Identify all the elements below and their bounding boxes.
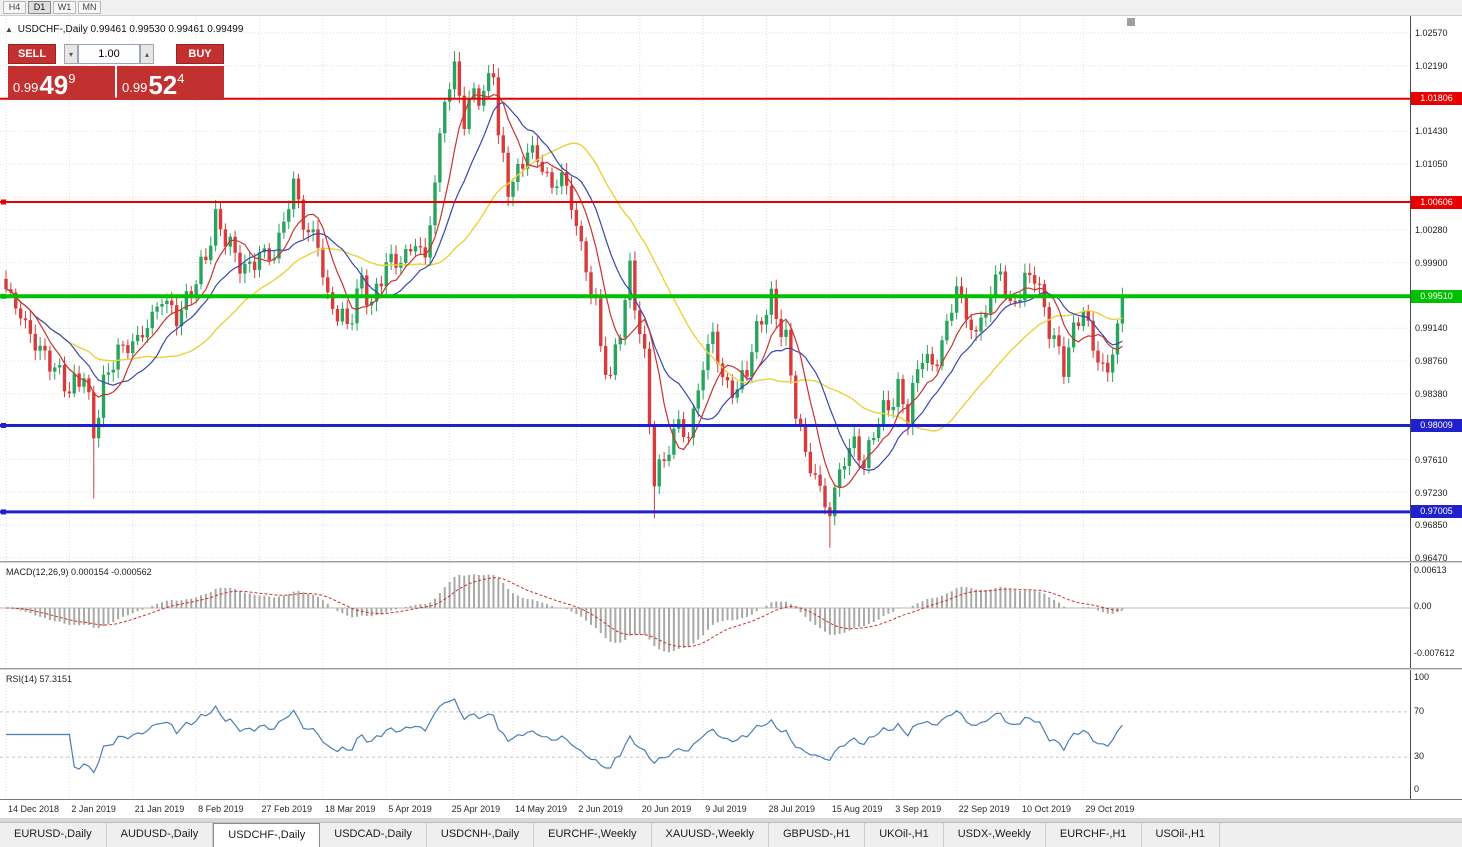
timeframe-button-h4[interactable]: H4 [3,1,26,14]
price-axis-label: 1.01430 [1415,126,1448,136]
sell-price-display[interactable]: 0.99 49 9 [8,66,115,100]
date-axis-label: 22 Sep 2019 [958,804,1010,814]
price-axis-label: 0.96850 [1415,520,1448,530]
timeframe-button-mn[interactable]: MN [78,1,101,14]
price-level-badge-resistance-2: 1.00606 [1411,196,1462,209]
macd-label: MACD(12,26,9) 0.000154 -0.000562 [6,567,152,577]
timeframe-button-w1[interactable]: W1 [53,1,76,14]
date-axis-label: 14 May 2019 [515,804,568,814]
panel-separator[interactable] [0,668,1462,670]
chart-shift-marker-icon [1127,18,1135,26]
price-axis[interactable]: 1.02570 1.02190 1.01430 1.01050 1.00280 0.999… [1410,16,1462,818]
date-axis-label: 27 Feb 2019 [261,804,313,814]
collapse-arrow-icon[interactable]: ▲ [5,25,13,34]
date-axis-label: 10 Oct 2019 [1022,804,1072,814]
chart-tab-ukoil-h1[interactable]: UKOil-,H1 [865,823,944,847]
volume-decrease-button[interactable]: ▾ [64,44,78,64]
price-chart[interactable] [0,16,1410,561]
macd-axis-min: -0.007612 [1414,648,1455,658]
date-axis-label: 29 Oct 2019 [1085,804,1135,814]
panel-separator[interactable] [0,561,1462,563]
timeframe-toolbar: H4 D1 W1 MN [0,0,1462,16]
chart-tab-usdchf-daily[interactable]: USDCHF-,Daily [213,823,321,847]
date-axis[interactable]: 14 Dec 2018 2 Jan 2019 21 Jan 2019 8 Feb 20… [0,799,1462,818]
price-axis-label: 1.02190 [1415,61,1448,71]
date-axis-label: 3 Sep 2019 [895,804,942,814]
chart-tab-eurchf-h1[interactable]: EURCHF-,H1 [1046,823,1142,847]
date-axis-label: 15 Aug 2019 [831,804,883,814]
price-level-badge-support-1: 0.98009 [1411,419,1462,432]
chart-tab-xauusd-weekly[interactable]: XAUUSD-,Weekly [652,823,769,847]
price-axis-label: 0.97230 [1415,488,1448,498]
volume-increase-button[interactable]: ▴ [140,44,154,64]
price-axis-label: 1.00280 [1415,225,1448,235]
macd-axis-zero: 0.00 [1414,601,1432,611]
chart-tab-gbpusd-h1[interactable]: GBPUSD-,H1 [769,823,866,847]
chart-tab-usdcad-daily[interactable]: USDCAD-,Daily [320,823,427,847]
chevron-up-icon: ▴ [144,49,149,59]
rsi-axis-0: 0 [1414,784,1420,794]
chart-symbol: USDCHF-,Daily [17,24,88,35]
chart-tab-eurusd-daily[interactable]: EURUSD-,Daily [0,823,107,847]
price-axis-label: 1.02570 [1415,28,1448,38]
chart-tab-eurchf-weekly[interactable]: EURCHF-,Weekly [534,823,652,847]
date-axis-label: 9 Jul 2019 [705,804,747,814]
macd-axis-max: 0.00613 [1414,565,1447,575]
price-axis-label: 0.96470 [1415,553,1448,563]
chart-tab-bar: EURUSD-,Daily AUDUSD-,Daily USDCHF-,Daily U… [0,822,1462,847]
chart-tab-audusd-daily[interactable]: AUDUSD-,Daily [107,823,214,847]
window-strip [0,818,1462,822]
price-axis-label: 0.98760 [1415,356,1448,366]
date-axis-label: 2 Jun 2019 [578,804,623,814]
rsi-axis-70: 70 [1414,706,1425,716]
sell-button[interactable]: SELL [8,44,56,64]
rsi-axis-30: 30 [1414,751,1425,761]
price-axis-label: 0.99900 [1415,258,1448,268]
price-axis-label: 0.99140 [1415,323,1448,333]
buy-button[interactable]: BUY [176,44,224,64]
chart-tab-usdx-weekly[interactable]: USDX-,Weekly [944,823,1046,847]
price-axis-label: 0.98380 [1415,389,1448,399]
chart-ohlc: 0.99461 0.99530 0.99461 0.99499 [90,24,244,35]
buy-price-display[interactable]: 0.99 52 4 [117,66,224,100]
rsi-indicator-panel[interactable] [0,670,1410,799]
volume-input[interactable] [78,44,140,64]
timeframe-button-d1[interactable]: D1 [28,1,51,14]
chart-tab-usdcnh-daily[interactable]: USDCNH-,Daily [427,823,535,847]
date-axis-label: 25 Apr 2019 [451,804,501,814]
chart-title: ▲ USDCHF-,Daily 0.99461 0.99530 0.99461 … [5,24,243,35]
price-level-badge-pivot: 0.99510 [1411,290,1462,303]
date-axis-label: 5 Apr 2019 [388,804,432,814]
date-axis-label: 2 Jan 2019 [71,804,116,814]
date-axis-label: 28 Jul 2019 [768,804,816,814]
date-axis-label: 14 Dec 2018 [8,804,60,814]
price-axis-label: 1.01050 [1415,159,1448,169]
date-axis-label: 21 Jan 2019 [134,804,185,814]
rsi-label: RSI(14) 57.3151 [6,674,73,684]
date-axis-label: 8 Feb 2019 [198,804,244,814]
rsi-axis-100: 100 [1414,672,1430,682]
date-axis-label: 20 Jun 2019 [641,804,692,814]
date-axis-label: 18 Mar 2019 [324,804,376,814]
price-axis-label: 0.97610 [1415,455,1448,465]
chevron-down-icon: ▾ [68,49,73,59]
macd-indicator-panel[interactable] [0,563,1410,668]
price-level-badge-resistance-1: 1.01806 [1411,92,1462,105]
chart-tab-usoil-h1[interactable]: USOil-,H1 [1142,823,1221,847]
price-level-badge-support-2: 0.97005 [1411,505,1462,518]
